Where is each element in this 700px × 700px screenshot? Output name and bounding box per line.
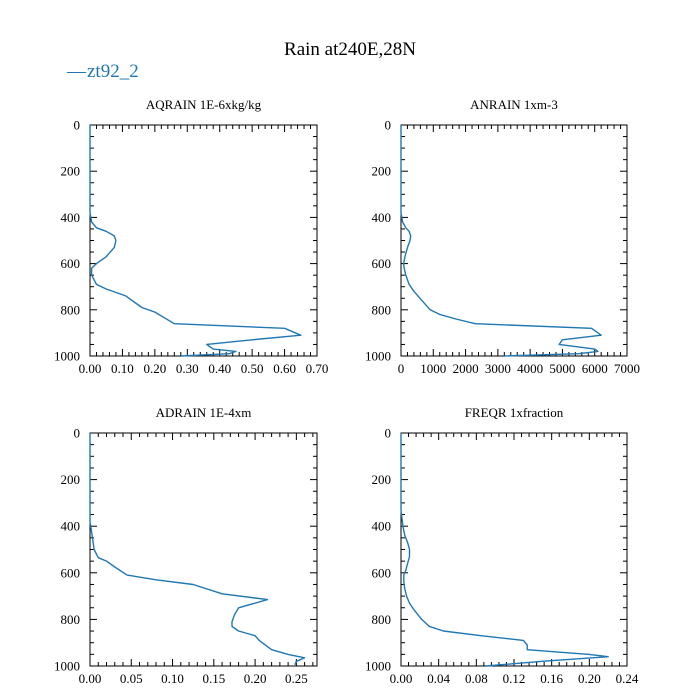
panel-title: AQRAIN 1E-6xkg/kg xyxy=(146,97,262,112)
x-tick-label: 0.60 xyxy=(273,361,296,376)
panel-title: ADRAIN 1E-4xm xyxy=(156,405,252,420)
y-tick-label: 400 xyxy=(372,519,392,534)
y-tick-label: 400 xyxy=(372,210,392,225)
x-tick-label: 2000 xyxy=(453,361,479,376)
x-tick-label: 0.20 xyxy=(143,361,166,376)
y-tick-label: 400 xyxy=(61,210,81,225)
series-line-zt92_2 xyxy=(89,433,306,666)
y-tick-label: 1000 xyxy=(365,659,391,674)
y-tick-label: 800 xyxy=(372,302,392,317)
x-tick-label: 0.24 xyxy=(616,671,639,686)
x-tick-label: 0 xyxy=(398,361,405,376)
y-tick-label: 0 xyxy=(385,118,392,133)
x-tick-label: 4000 xyxy=(517,361,543,376)
legend: — zt92_2 xyxy=(66,61,139,82)
x-tick-label: 0.20 xyxy=(578,671,601,686)
x-tick-label: 1000 xyxy=(420,361,446,376)
x-tick-label: 0.70 xyxy=(306,361,329,376)
y-tick-label: 200 xyxy=(61,164,81,179)
x-tick-label: 0.00 xyxy=(79,361,102,376)
x-tick-label: 0.20 xyxy=(244,671,267,686)
y-tick-label: 0 xyxy=(385,426,392,441)
panel-title: FREQR 1xfraction xyxy=(465,405,564,420)
x-tick-label: 0.30 xyxy=(176,361,199,376)
plot-frame xyxy=(400,124,628,357)
x-tick-label: 6000 xyxy=(582,361,608,376)
y-tick-label: 200 xyxy=(372,472,392,487)
main-title: Rain at240E,28N xyxy=(284,39,416,60)
y-tick-label: 200 xyxy=(372,164,392,179)
y-tick-label: 600 xyxy=(61,256,81,271)
panel-title: ANRAIN 1xm-3 xyxy=(470,97,558,112)
y-tick-label: 0 xyxy=(74,118,81,133)
x-tick-label: 0.50 xyxy=(241,361,264,376)
y-tick-label: 600 xyxy=(61,565,81,580)
x-tick-label: 0.16 xyxy=(540,671,563,686)
x-tick-label: 0.08 xyxy=(465,671,488,686)
x-tick-label: 0.15 xyxy=(202,671,225,686)
x-tick-label: 0.10 xyxy=(161,671,184,686)
legend-line-marker: — xyxy=(66,61,87,82)
series-line-zt92_2 xyxy=(400,433,609,667)
plot-frame xyxy=(89,432,318,667)
y-tick-label: 600 xyxy=(372,256,392,271)
x-tick-label: 0.12 xyxy=(503,671,526,686)
x-tick-label: 0.00 xyxy=(390,671,413,686)
x-tick-label: 0.40 xyxy=(208,361,231,376)
panel-anrain: ANRAIN 1xm-30 1000 2000 3000 4000 5000 6000 700… xyxy=(365,97,640,376)
panel-aqrain: AQRAIN 1E-6xkg/kg 0.00 0.10 0.20 0.30 0.40 0.5… xyxy=(54,97,328,376)
y-tick-label: 800 xyxy=(372,612,392,627)
x-tick-label: 0.00 xyxy=(79,671,102,686)
y-tick-label: 800 xyxy=(61,612,81,627)
plot-frame xyxy=(89,124,318,357)
legend-label: zt92_2 xyxy=(87,61,139,82)
x-tick-label: 7000 xyxy=(614,361,640,376)
y-tick-label: 400 xyxy=(61,519,81,534)
plot-frame xyxy=(400,432,628,667)
x-tick-label: 0.04 xyxy=(427,671,450,686)
panel-adrain: ADRAIN 1E-4xm 0.00 0.05 0.10 0.15 0.20 0.25 0 20… xyxy=(54,405,318,686)
y-tick-label: 1000 xyxy=(54,349,80,364)
y-tick-label: 800 xyxy=(61,302,81,317)
y-tick-label: 1000 xyxy=(54,659,80,674)
y-tick-label: 1000 xyxy=(365,349,391,364)
panel-freqr: FREQR 1xfraction 0.00 0.04 0.08 0.12 0.16 0.20… xyxy=(365,405,639,686)
y-tick-label: 200 xyxy=(61,472,81,487)
x-tick-label: 3000 xyxy=(485,361,511,376)
y-tick-label: 0 xyxy=(74,426,81,441)
x-tick-label: 0.10 xyxy=(111,361,134,376)
x-tick-label: 0.25 xyxy=(285,671,308,686)
x-tick-label: 0.05 xyxy=(120,671,143,686)
series-line-zt92_2 xyxy=(400,125,602,357)
x-tick-label: 5000 xyxy=(549,361,575,376)
series-line-zt92_2 xyxy=(89,125,302,357)
y-tick-label: 600 xyxy=(372,565,392,580)
